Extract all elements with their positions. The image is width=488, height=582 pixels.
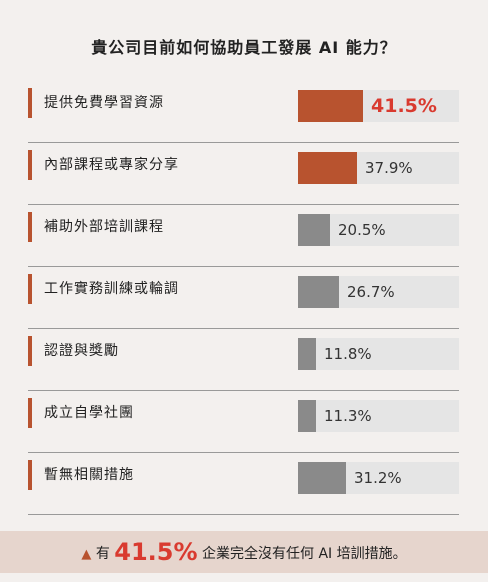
bar (298, 462, 346, 494)
chart-title: 貴公司目前如何協助員工發展 AI 能力？ (91, 38, 397, 57)
bar (298, 90, 363, 122)
category-label: 內部課程或專家分享 (28, 150, 179, 180)
footer-prefix: 有 (95, 546, 110, 562)
category-label: 工作實務訓練或輪調 (28, 274, 179, 304)
value-label: 41.5% (371, 95, 437, 117)
chart-row: 成立自學社團 11.3% (28, 390, 459, 453)
category-label: 成立自學社團 (28, 398, 134, 428)
bar (298, 214, 330, 246)
footer-suffix: 企業完全沒有任何 AI 培訓措施。 (202, 546, 407, 562)
bar-track (298, 400, 459, 432)
bar-track (298, 462, 459, 494)
category-label: 補助外部培訓課程 (28, 212, 164, 242)
footer-figure: 41.5% (114, 538, 198, 566)
chart-row: 認證與獎勵 11.8% (28, 328, 459, 391)
value-label: 20.5% (338, 221, 386, 239)
bar (298, 338, 316, 370)
chart-row: 內部課程或專家分享 37.9% (28, 142, 459, 205)
bar-track (298, 338, 459, 370)
bar (298, 276, 339, 308)
value-label: 26.7% (347, 283, 395, 301)
value-label: 11.8% (324, 345, 372, 363)
bar (298, 152, 357, 184)
bar-track (298, 90, 459, 122)
bar-track (298, 152, 459, 184)
chart-row: 工作實務訓練或輪調 26.7% (28, 266, 459, 329)
category-label: 認證與獎勵 (28, 336, 119, 366)
chart-row: 補助外部培訓課程 20.5% (28, 204, 459, 267)
chart-row: 提供免費學習資源 41.5% (28, 80, 459, 143)
bar (298, 400, 316, 432)
bar-track (298, 214, 459, 246)
value-label: 31.2% (354, 469, 402, 487)
category-label: 暫無相關措施 (28, 460, 134, 490)
value-label: 37.9% (365, 159, 413, 177)
triangle-up-icon: ▲ (81, 547, 92, 562)
chart-row: 暫無相關措施 31.2% (28, 452, 459, 515)
category-label: 提供免費學習資源 (28, 88, 164, 118)
footer-note: ▲ 有 41.5% 企業完全沒有任何 AI 培訓措施。 (0, 531, 488, 573)
value-label: 11.3% (324, 407, 372, 425)
bar-track (298, 276, 459, 308)
